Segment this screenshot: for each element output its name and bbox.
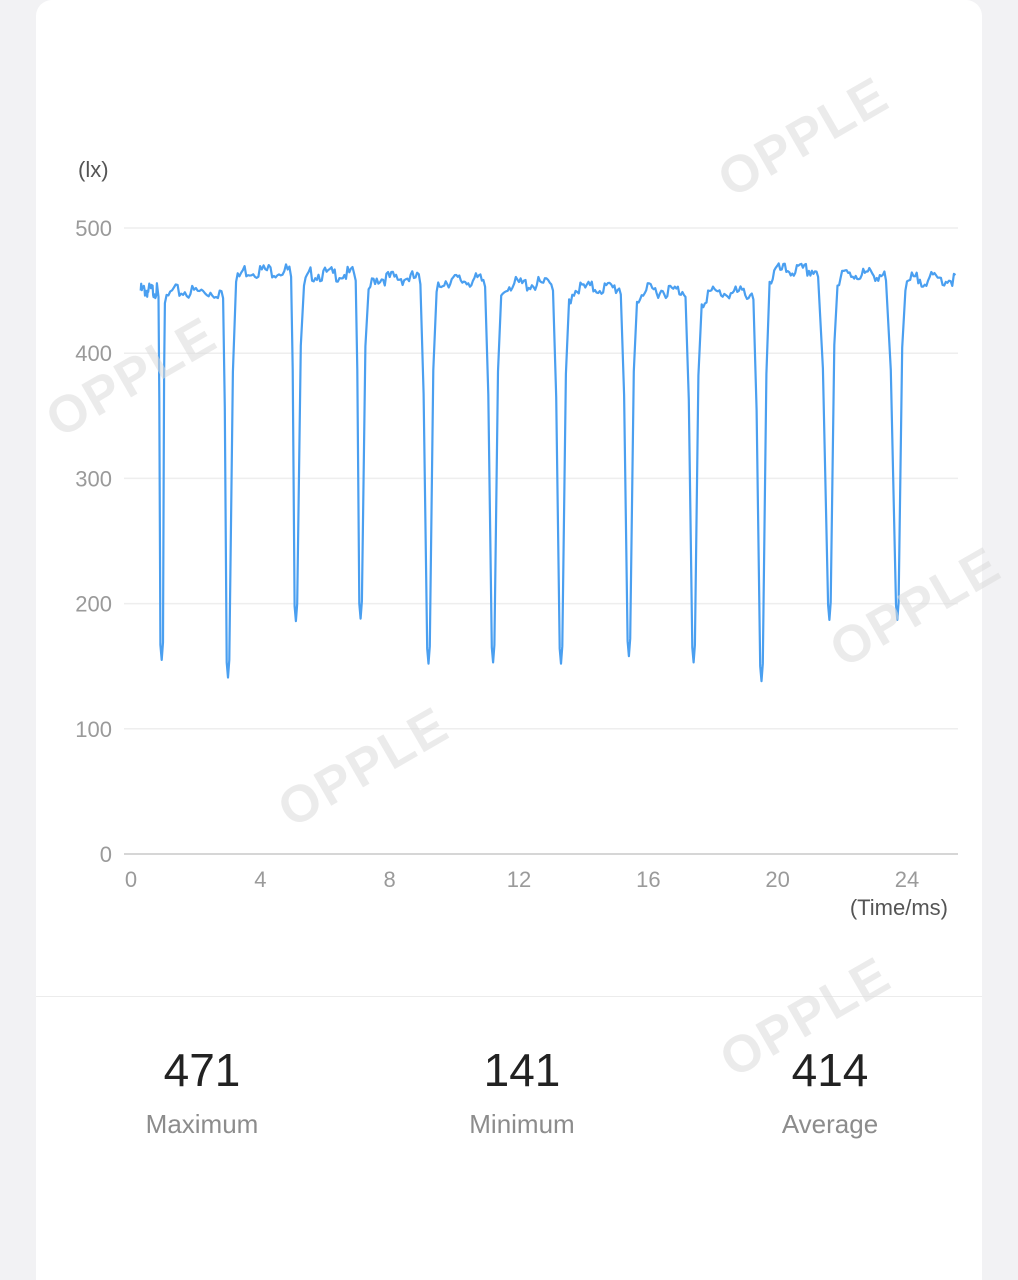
divider bbox=[36, 996, 982, 997]
maximum-value: 471 bbox=[163, 1044, 241, 1096]
stat-minimum: 141 Minimum bbox=[402, 1040, 642, 1142]
flicker-chart: 0 100 200 300 400 500 0 4 8 12 16 20 24 (lx) (Time/ms) bbox=[75, 157, 958, 920]
x-axis-label: (Time/ms) bbox=[850, 895, 948, 920]
stat-maximum: 471 Maximum bbox=[82, 1040, 322, 1142]
y-tick-label: 400 bbox=[75, 341, 112, 366]
series-line bbox=[139, 262, 957, 683]
chart-card bbox=[36, 0, 982, 1280]
stat-average: 414 Average bbox=[710, 1040, 950, 1142]
average-label: Average bbox=[781, 1109, 879, 1139]
y-tick-label: 100 bbox=[75, 717, 112, 742]
y-tick-label: 200 bbox=[75, 592, 112, 617]
y-tick-label: 500 bbox=[75, 216, 112, 241]
minimum-value: 141 bbox=[483, 1044, 561, 1096]
x-tick-label: 20 bbox=[765, 867, 789, 892]
x-tick-label: 8 bbox=[384, 867, 396, 892]
average-value: 414 bbox=[791, 1044, 869, 1096]
x-tick-label: 4 bbox=[254, 867, 266, 892]
x-tick-label: 0 bbox=[125, 867, 137, 892]
y-unit-label: (lx) bbox=[78, 157, 109, 182]
maximum-label: Maximum bbox=[145, 1109, 259, 1139]
y-tick-label: 0 bbox=[100, 842, 112, 867]
x-tick-label: 16 bbox=[636, 867, 660, 892]
minimum-label: Minimum bbox=[469, 1109, 575, 1139]
y-tick-label: 300 bbox=[75, 466, 112, 491]
x-tick-label: 24 bbox=[895, 867, 919, 892]
x-tick-label: 12 bbox=[507, 867, 531, 892]
